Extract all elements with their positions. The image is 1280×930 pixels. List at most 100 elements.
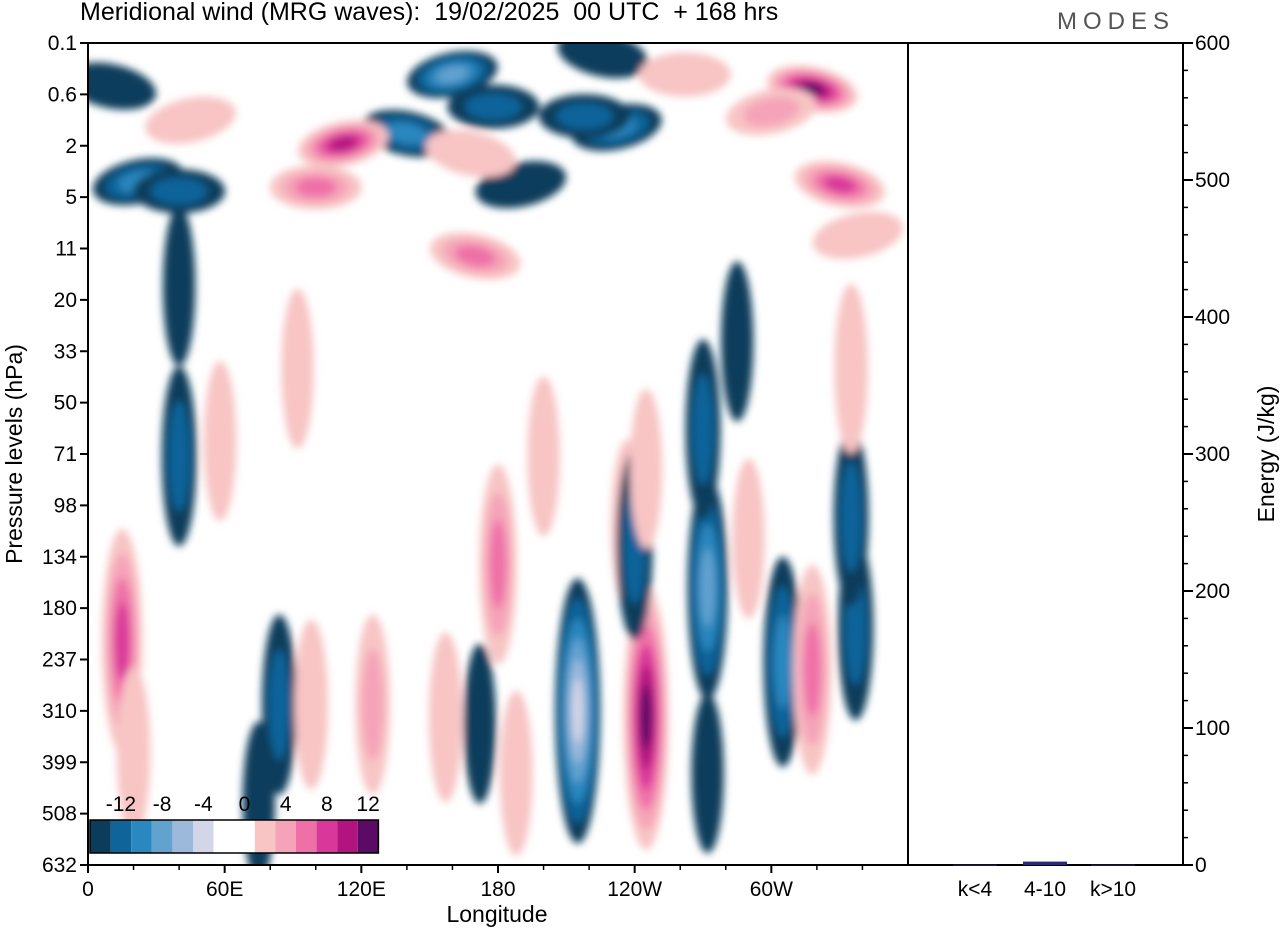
colorbar-label: 4 [280,793,292,816]
wind-feature [425,130,516,178]
contour-band [721,261,754,422]
colorbar-swatch [90,820,111,853]
energy-tick-label: 300 [1195,443,1230,466]
wind-feature [555,578,601,844]
wind-feature [479,464,517,665]
energy-tick-label: 100 [1195,717,1230,740]
y-tick-label: 508 [42,803,77,826]
wind-feature [281,288,314,449]
colorbar-swatch [357,820,379,853]
y-tick-label: 134 [42,546,77,569]
contour-band [638,52,731,97]
y-tick-label: 310 [42,700,77,723]
contour-band [840,461,862,573]
colorbar-swatch [316,820,338,853]
contour-band [281,288,314,449]
colorbar-label: 8 [321,793,333,816]
energy-tick-label: 600 [1195,32,1230,55]
y-tick-label: 20 [54,289,77,312]
colorbar-label: -4 [194,793,213,816]
wind-feature [691,693,724,854]
y-tick-label: 0.1 [48,32,77,55]
wind-feature [355,614,391,795]
energy-bar [1023,861,1067,865]
contour-band [428,632,463,803]
y-tick-label: 237 [42,649,77,672]
wind-feature [726,88,817,136]
contour-band [268,649,290,760]
colorbar-label: 0 [239,793,251,816]
energy-category-label: k>10 [1090,878,1136,901]
wind-feature [161,366,197,547]
contour-band [527,376,560,537]
x-tick-label: 120W [607,878,662,901]
contour-band [732,458,765,619]
wind-feature [203,361,237,522]
colorbar-boxes [89,819,380,854]
wind-feature [527,376,560,537]
contour-band [150,177,208,205]
energy-tick-label: 400 [1195,306,1230,329]
contour-band [629,389,663,549]
energy-frame [907,42,1184,866]
energy-bars [953,861,1135,866]
contour-band [692,373,714,485]
contour-band [572,678,584,744]
wind-feature [834,283,868,454]
colorbar-swatch [193,820,214,853]
contour-band [465,93,522,121]
energy-tick-label: 0 [1195,854,1207,877]
y-tick-label: 0.6 [48,83,77,106]
y-tick-label: 632 [42,854,77,877]
contour-band [803,623,821,717]
y-tick-label: 71 [54,443,77,466]
wind-feature [538,94,631,139]
wind-feature [133,169,226,214]
y-tick-label: 33 [54,340,77,363]
colorbar-label: -8 [153,793,172,816]
y-tick-label: 50 [54,392,77,415]
y-tick-label: 2 [65,135,77,158]
energy-panel [907,42,1184,866]
heatmap-panel [87,42,909,866]
colorbar-labels: -12 -8 -4 0 4 8 12 [106,793,380,816]
energy-tick-label: 500 [1195,169,1230,192]
contour-band [295,177,337,198]
contour-band [386,123,427,144]
contour-band [499,690,533,856]
wind-feature [297,120,389,168]
contour-band [362,649,384,760]
energy-axis: 0 100 200 300 400 500 600 [1183,32,1230,877]
contour-band [168,400,190,512]
wind-feature [763,556,802,767]
y-tick-label: 399 [42,751,77,774]
colorbar-swatch [172,820,193,853]
colorbar-swatch [275,820,296,853]
contour-band [116,667,151,838]
x-tick-label: 120E [337,878,386,901]
contour-band [203,361,237,522]
energy-category-label: k<4 [958,878,993,901]
colorbar-swatch [254,820,276,853]
wind-feature [721,261,754,422]
wind-feature [499,690,533,856]
colorbar-label: -12 [106,793,136,816]
x-tick-label: 180 [480,878,515,901]
energy-bar [953,864,997,866]
wind-feature [812,211,904,259]
wind-feature [116,667,151,838]
y-tick-label: 11 [55,238,77,261]
x-tick-label: 60E [206,878,243,901]
contour-band [557,43,649,79]
wind-feature [294,619,329,790]
contour-band [812,211,904,259]
contour-band [556,102,613,130]
contour-band [330,136,356,151]
energy-tick-label: 200 [1195,580,1230,603]
contour-band [463,643,496,804]
contour-band [294,619,329,790]
wind-feature [638,52,731,97]
wind-feature [685,339,721,520]
wind-feature [463,643,496,804]
colorbar-swatch [337,820,358,853]
